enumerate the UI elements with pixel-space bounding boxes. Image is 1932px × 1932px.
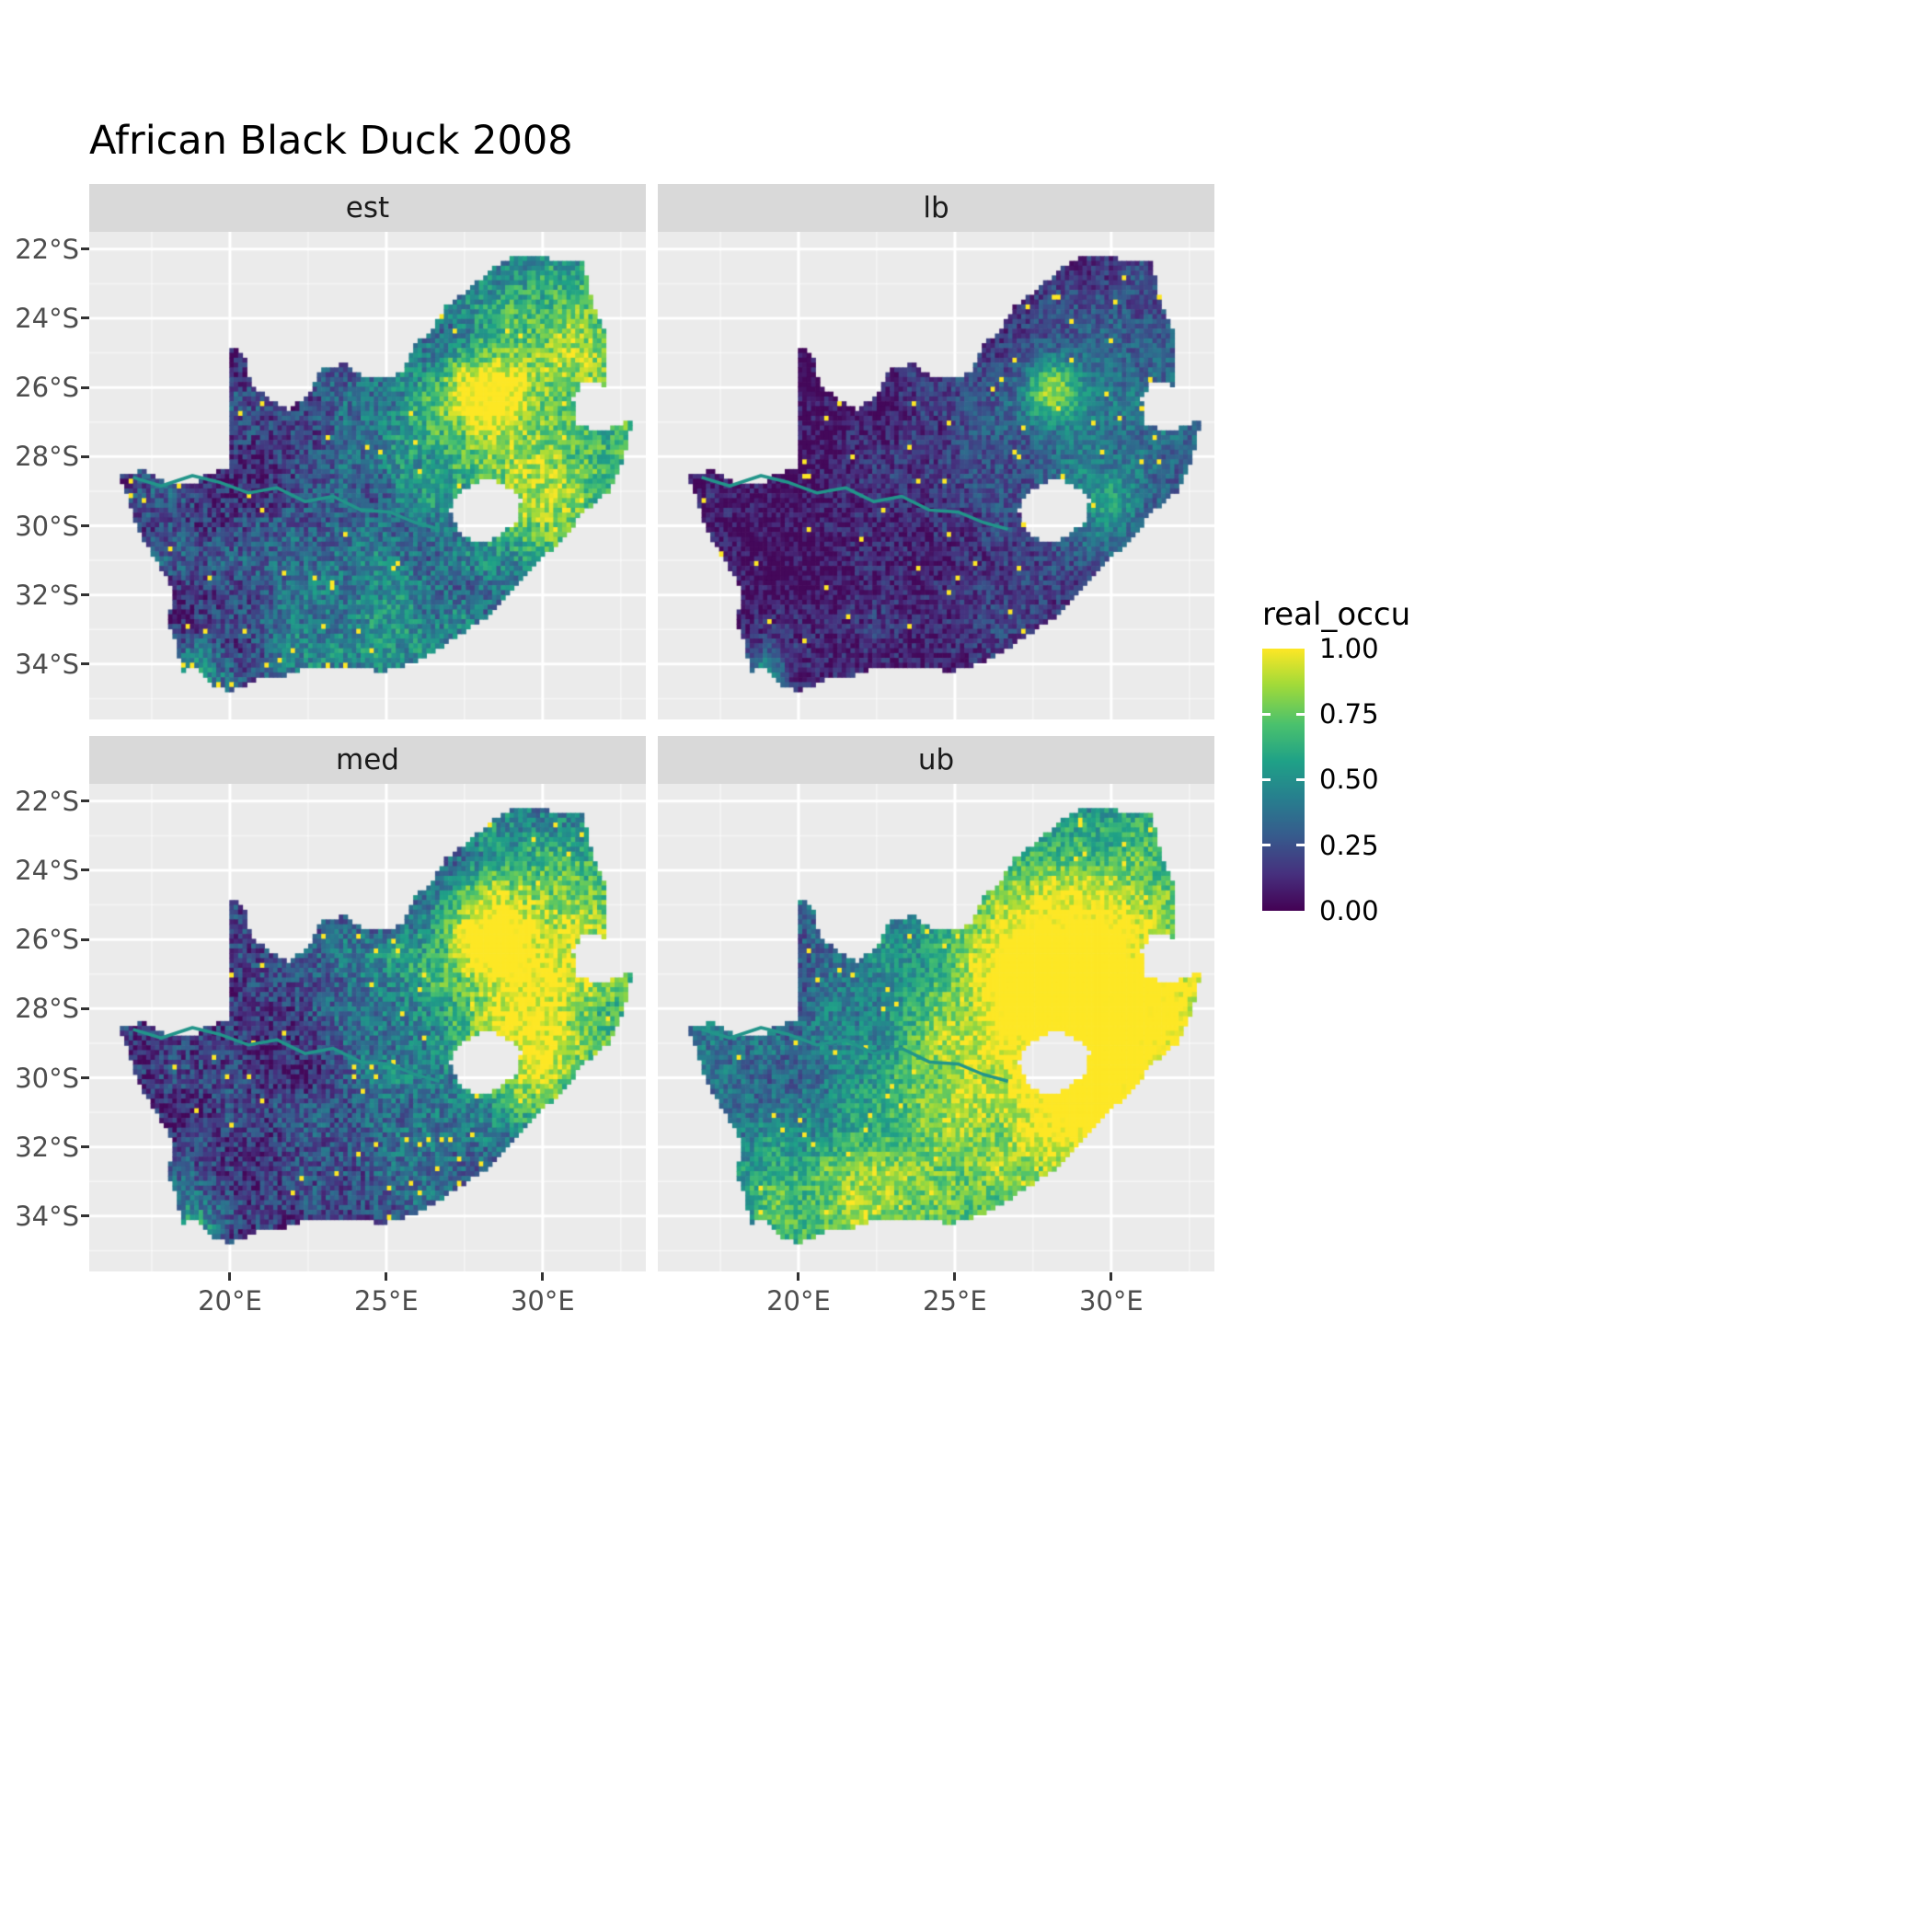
y-axis-tick-label: 26°S bbox=[15, 372, 79, 404]
y-axis-tick bbox=[81, 1006, 89, 1010]
legend-colorbar-tick bbox=[1296, 844, 1305, 847]
x-axis-tick-label: 20°E bbox=[198, 1285, 262, 1317]
map-panel-est bbox=[89, 232, 646, 719]
x-axis-tick bbox=[541, 1272, 545, 1281]
legend-colorbar-tick bbox=[1296, 778, 1305, 781]
x-axis-tick bbox=[385, 1272, 388, 1281]
y-axis-tick bbox=[81, 454, 89, 458]
y-axis-tick-label: 22°S bbox=[15, 233, 79, 265]
y-axis-tick-label: 24°S bbox=[15, 302, 79, 334]
map-panel-med bbox=[89, 784, 646, 1271]
facet-strip-label: ub bbox=[917, 743, 955, 776]
x-axis-tick-label: 30°E bbox=[510, 1285, 575, 1317]
map-panel-ub bbox=[658, 784, 1214, 1271]
y-axis-tick-label: 28°S bbox=[15, 441, 79, 473]
y-axis-tick bbox=[81, 247, 89, 251]
legend-colorbar-tick bbox=[1296, 712, 1305, 716]
y-axis-tick bbox=[81, 1214, 89, 1218]
facet-strip-ub: ub bbox=[658, 736, 1214, 784]
facet-strip-label: lb bbox=[923, 191, 949, 224]
y-axis-tick-label: 26°S bbox=[15, 924, 79, 956]
x-axis-tick bbox=[797, 1272, 800, 1281]
y-axis-tick-label: 34°S bbox=[15, 648, 79, 680]
facet-strip-label: med bbox=[336, 743, 399, 776]
legend-tick-label: 1.00 bbox=[1319, 633, 1379, 664]
y-axis-tick bbox=[81, 593, 89, 597]
legend-tick-label: 0.00 bbox=[1319, 895, 1379, 926]
legend-tick-label: 0.25 bbox=[1319, 830, 1379, 861]
x-axis-tick-label: 20°E bbox=[766, 1285, 831, 1317]
facet-strip-lb: lb bbox=[658, 184, 1214, 232]
x-axis-tick bbox=[953, 1272, 957, 1281]
x-axis-tick bbox=[1110, 1272, 1113, 1281]
facet-strip-med: med bbox=[89, 736, 646, 784]
facet-strip-est: est bbox=[89, 184, 646, 232]
legend-colorbar-tick bbox=[1262, 712, 1271, 716]
facet-strip-label: est bbox=[345, 191, 390, 224]
y-axis-tick bbox=[81, 1076, 89, 1079]
y-axis-tick bbox=[81, 662, 89, 666]
y-axis-tick bbox=[81, 385, 89, 389]
map-panel-lb bbox=[658, 232, 1214, 719]
y-axis-tick bbox=[81, 524, 89, 527]
y-axis-tick bbox=[81, 799, 89, 803]
legend-title: real_occu bbox=[1262, 596, 1411, 633]
legend-tick-label: 0.50 bbox=[1319, 764, 1379, 795]
legend-tick-label: 0.75 bbox=[1319, 698, 1379, 730]
x-axis-tick-label: 25°E bbox=[354, 1285, 419, 1317]
y-axis-tick-label: 32°S bbox=[15, 1131, 79, 1163]
y-axis-tick-label: 30°S bbox=[15, 510, 79, 542]
y-axis-tick bbox=[81, 1145, 89, 1149]
legend-colorbar-tick bbox=[1262, 778, 1271, 781]
x-axis-tick-label: 30°E bbox=[1078, 1285, 1144, 1317]
chart-title: African Black Duck 2008 bbox=[89, 118, 573, 164]
y-axis-tick-label: 22°S bbox=[15, 785, 79, 817]
y-axis-tick bbox=[81, 316, 89, 320]
x-axis-tick-label: 25°E bbox=[923, 1285, 987, 1317]
y-axis-tick-label: 28°S bbox=[15, 993, 79, 1025]
y-axis-tick bbox=[81, 937, 89, 941]
legend-colorbar-tick bbox=[1262, 844, 1271, 847]
y-axis-tick-label: 34°S bbox=[15, 1200, 79, 1232]
x-axis-tick bbox=[228, 1272, 232, 1281]
y-axis-tick-label: 30°S bbox=[15, 1062, 79, 1094]
y-axis-tick-label: 32°S bbox=[15, 579, 79, 611]
y-axis-tick-label: 24°S bbox=[15, 854, 79, 886]
y-axis-tick bbox=[81, 868, 89, 872]
